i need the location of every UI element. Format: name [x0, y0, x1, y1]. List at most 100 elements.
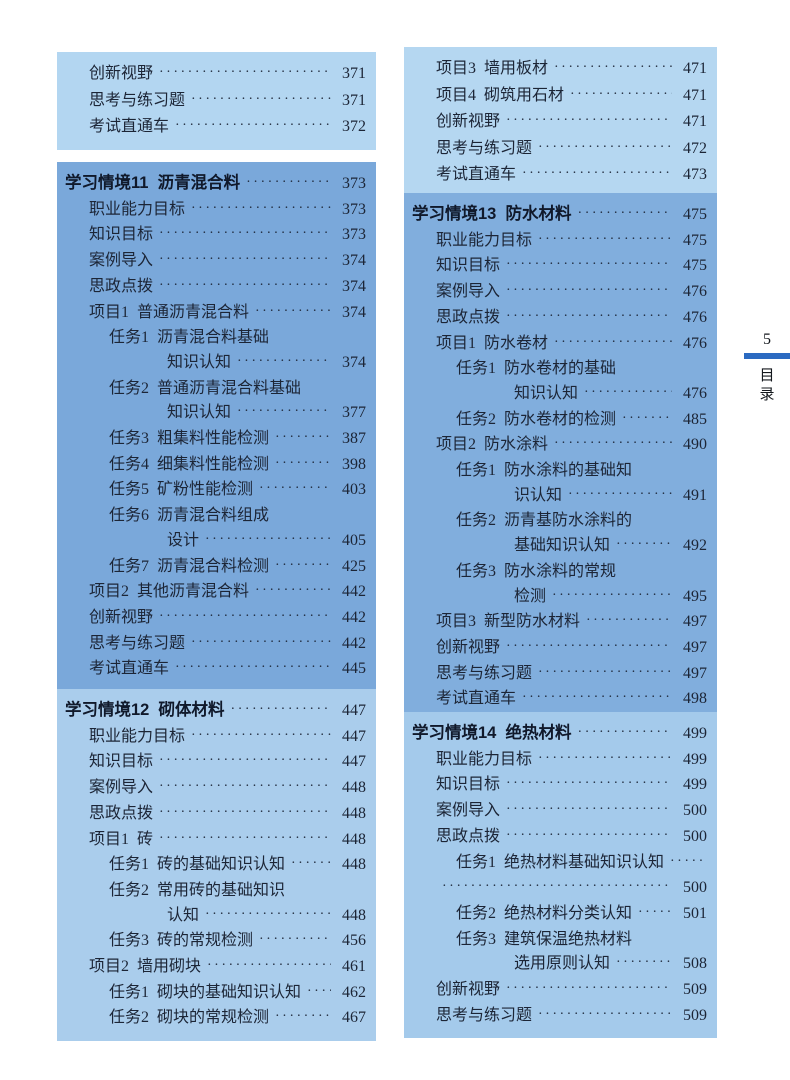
- toc-entry: 创新视野 371: [65, 61, 366, 88]
- toc-entry: 职业能力目标 447: [65, 725, 366, 751]
- toc-page-number: 405: [342, 531, 366, 549]
- toc-entry-label: 知识认知: [514, 384, 579, 402]
- toc-page-number: 476: [683, 334, 707, 352]
- dot-leader: [506, 823, 672, 849]
- dot-leader: [246, 170, 331, 196]
- toc-page-number: 476: [683, 283, 707, 301]
- toc-page-number: 499: [683, 776, 707, 794]
- toc-entry: 思考与练习题 371: [65, 88, 366, 115]
- toc-entry-label: 案例导入: [436, 283, 501, 301]
- toc-entry: 思考与练习题 509: [412, 1004, 707, 1030]
- toc-entry: 思考与练习题 442: [65, 632, 366, 658]
- toc-page-number: 425: [342, 557, 366, 575]
- toc-entry-label: 认知: [167, 906, 200, 924]
- toc-entry-label: 任务7 沥青混合料检测: [109, 557, 270, 575]
- toc-page-number: 471: [683, 113, 707, 131]
- toc-page-number: 472: [683, 139, 707, 157]
- toc-entry: 知识目标 447: [65, 750, 366, 776]
- dot-leader: [191, 86, 331, 113]
- toc-entry-label: 项目1 普通沥青混合料: [89, 303, 250, 321]
- toc-entry-label: 考试直通车: [436, 690, 517, 708]
- toc-entry: 知识目标 475: [412, 254, 707, 280]
- toc-entry-label: 任务1 防水涂料的基础知: [456, 462, 633, 480]
- toc-page-number: 442: [342, 583, 366, 601]
- edge-page-number: 5: [763, 331, 771, 348]
- toc-page-number: 398: [342, 455, 366, 473]
- toc-entry-label: 知识目标: [89, 226, 154, 244]
- toc-page-number: 447: [342, 753, 366, 771]
- toc-entry-label: 学习情境14 绝热材料: [412, 724, 572, 742]
- toc-page-number: 475: [683, 206, 707, 223]
- toc-entry-label: 创新视野: [436, 638, 501, 656]
- toc-entry-label: 创新视野: [436, 981, 501, 999]
- toc-entry: 创新视野 497: [412, 636, 707, 662]
- toc-entry: 任务3 砖的常规检测 456: [65, 929, 366, 955]
- toc-entry: 创新视野 471: [412, 109, 707, 136]
- toc-entry: 案例导入 476: [412, 280, 707, 306]
- toc-page-number: 497: [683, 638, 707, 656]
- toc-entry: 思政点拨 476: [412, 306, 707, 332]
- toc-page-number: 500: [683, 827, 707, 845]
- dot-leader: [584, 380, 672, 406]
- toc-entry: 知识认知 476: [412, 382, 707, 408]
- toc-entry-label: 项目2 防水涂料: [436, 436, 549, 454]
- toc-entry-label: 任务1 绝热材料基础知识认知: [456, 853, 665, 871]
- toc-entry-label: 知识目标: [436, 776, 501, 794]
- toc-entry-label: 考试直通车: [89, 660, 170, 678]
- toc-entry: 思政点拨 448: [65, 802, 366, 828]
- toc-page-number: 445: [342, 660, 366, 678]
- toc-entry: 创新视野 509: [412, 978, 707, 1004]
- toc-entry: 基础知识认知 492: [412, 534, 707, 560]
- toc-entry: 知识目标 499: [412, 773, 707, 799]
- dot-leader: [568, 482, 672, 508]
- toc-page-number: 373: [342, 200, 366, 218]
- toc-page-number: 501: [683, 904, 707, 922]
- toc-entry-label: 案例导入: [89, 779, 154, 797]
- dot-leader: [275, 1004, 331, 1030]
- toc-entry-label: 职业能力目标: [436, 231, 533, 249]
- toc-entry-label: 设计: [167, 531, 200, 549]
- toc-entry-label: 学习情境13 防水材料: [412, 205, 572, 223]
- toc-entry-label: 任务3 粗集料性能检测: [109, 430, 270, 448]
- toc-page-number: 448: [342, 830, 366, 848]
- dot-leader: [506, 976, 672, 1002]
- dot-leader: [259, 927, 331, 953]
- dot-leader: [638, 900, 672, 926]
- toc-entry: 案例导入 448: [65, 776, 366, 802]
- toc-entry-label: 思考与练习题: [436, 139, 533, 157]
- dot-leader: [159, 774, 331, 800]
- toc-box: 学习情境13 防水材料475职业能力目标475知识目标475案例导入476思政点…: [404, 193, 717, 723]
- toc-entry-label: 项目1 防水卷材: [436, 334, 549, 352]
- toc-box: 学习情境14 绝热材料499职业能力目标499知识目标499案例导入500思政点…: [404, 712, 717, 1039]
- dot-leader: [522, 160, 672, 187]
- toc-entry-label: 任务1 防水卷材的基础: [456, 360, 617, 378]
- toc-entry: 项目3 墙用板材 471: [412, 56, 707, 83]
- toc-page-number: 371: [342, 65, 366, 82]
- dot-leader: [506, 278, 672, 304]
- toc-page-number: 447: [342, 702, 366, 719]
- toc-page-number: 374: [342, 252, 366, 270]
- toc-entry-label: 思考与练习题: [436, 1006, 533, 1024]
- toc-chapter-heading: 学习情境14 绝热材料 499: [412, 721, 707, 748]
- dot-leader: [506, 107, 672, 134]
- toc-page-number: 374: [342, 303, 366, 321]
- dot-leader: [191, 723, 331, 749]
- toc-page-number: 373: [342, 175, 366, 192]
- edge-section-label-char: 录: [759, 386, 775, 403]
- toc-entry: 职业能力目标 499: [412, 748, 707, 774]
- dot-leader: [275, 553, 331, 579]
- toc-page-number: 473: [683, 166, 707, 184]
- dot-leader: [159, 800, 331, 826]
- dot-leader: [275, 451, 331, 477]
- toc-entry: 考试直通车 445: [65, 657, 366, 683]
- toc-chapter-heading: 学习情境12 砌体材料 447: [65, 698, 366, 725]
- toc-page-number: 467: [342, 1009, 366, 1027]
- toc-entry-label: 任务2 砌块的常规检测: [109, 1009, 270, 1027]
- dot-leader: [616, 532, 672, 558]
- toc-entry: 认知 448: [65, 904, 366, 930]
- dot-leader: [552, 583, 672, 609]
- dot-leader: [586, 608, 672, 634]
- dot-leader: [291, 851, 331, 877]
- toc-entry-label: 思考与练习题: [436, 664, 533, 682]
- dot-leader: [554, 54, 672, 81]
